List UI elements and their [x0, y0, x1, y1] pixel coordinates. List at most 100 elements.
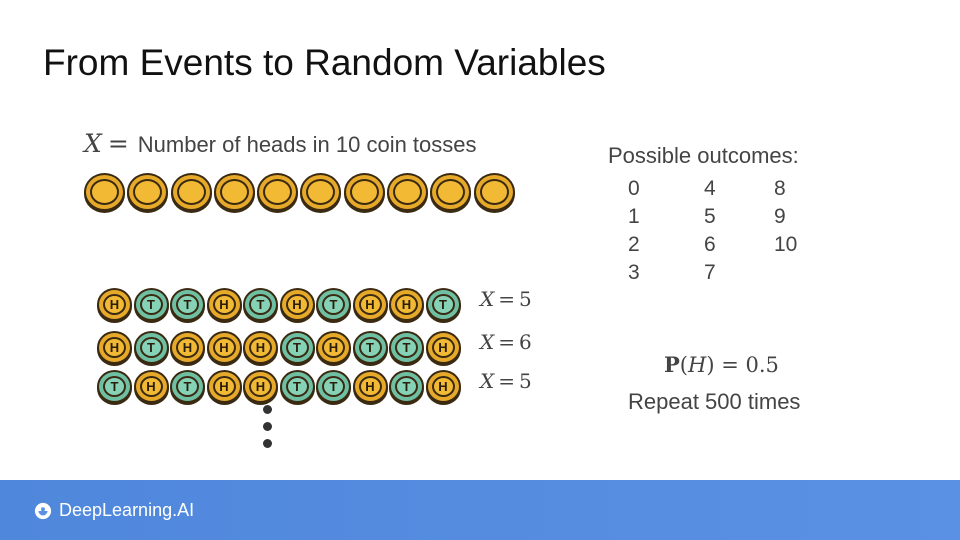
coin-inner [306, 179, 336, 205]
coin-face-label: H [438, 379, 448, 394]
blank-coin-icon [213, 173, 255, 211]
tails-coin-icon: T [133, 288, 169, 321]
coin-inner [176, 294, 199, 315]
heads-coin-icon: H [352, 288, 388, 321]
blank-coin-row [84, 173, 517, 211]
coin-inner [285, 376, 309, 397]
slide-title: From Events to Random Variables [43, 42, 606, 83]
variable-symbol: X [84, 129, 102, 158]
coin-face-label: T [183, 297, 192, 312]
coin-inner [139, 337, 163, 358]
coin-face-label: H [365, 297, 375, 312]
coin-inner [133, 179, 163, 205]
outcomes-title: Possible outcomes: [608, 143, 799, 168]
blank-coin-icon [387, 173, 429, 211]
tails-coin-icon: T [389, 370, 424, 403]
coin-inner [90, 179, 119, 205]
heads-coin-icon: H [170, 331, 205, 364]
coin-face-label: H [182, 340, 193, 355]
heads-coin-icon: H [206, 331, 242, 364]
outcome-value: 3 [628, 261, 640, 284]
outcome-value: 5 [704, 205, 716, 228]
coin-inner [393, 179, 423, 205]
coin-face-label: H [109, 297, 120, 312]
blank-coin-icon [473, 173, 515, 211]
coin-face-label: H [219, 379, 229, 394]
outcome-value: 6 [704, 233, 716, 256]
tails-coin-icon: T [389, 331, 424, 364]
coin-face-label: H [109, 340, 120, 355]
label-equals: = [498, 369, 516, 393]
tails-coin-icon: T [316, 370, 351, 403]
ellipsis-dots [263, 405, 272, 456]
prob-event: H [688, 353, 707, 377]
coin-inner [212, 337, 236, 358]
coin-inner [285, 294, 309, 315]
coin-inner [249, 337, 272, 358]
tails-coin-icon: T [243, 288, 278, 321]
heads-coin-icon: H [243, 370, 278, 403]
outcome-value: 2 [628, 233, 640, 256]
coin-face-label: H [146, 379, 156, 394]
coin-inner [139, 376, 163, 397]
coin-inner [103, 294, 126, 315]
coin-inner [322, 337, 345, 358]
heads-coin-icon: H [316, 331, 351, 364]
equals-sign: = [107, 129, 129, 158]
coin-inner [479, 179, 509, 205]
row-count-label: X = 6 [480, 330, 532, 354]
blank-coin-icon [127, 173, 169, 211]
prob-symbol: P [664, 352, 680, 377]
coin-face-label: T [439, 297, 447, 312]
coin-inner [395, 376, 418, 397]
heads-coin-icon: H [425, 331, 461, 364]
coin-inner [176, 337, 199, 358]
heads-coin-icon: H [425, 370, 461, 403]
heads-coin-icon: H [206, 288, 242, 321]
blank-coin-icon [300, 173, 342, 211]
variable-description: Number of heads in 10 coin tosses [137, 132, 477, 157]
coin-inner [358, 376, 382, 397]
coin-face-label: T [110, 379, 119, 394]
coin-inner [436, 179, 466, 205]
prob-value: = 0.5 [721, 353, 779, 377]
outcome-value: 10 [774, 233, 798, 256]
coin-face-label: T [256, 297, 265, 312]
brand[interactable]: DeepLearning.AI [34, 500, 194, 521]
coin-face-label: H [255, 340, 266, 355]
tails-coin-icon: T [279, 331, 315, 364]
heads-coin-icon: H [133, 370, 169, 403]
coin-face-label: T [329, 297, 338, 312]
coin-face-label: T [183, 379, 192, 394]
blank-coin-icon [257, 173, 299, 211]
heads-coin-icon: H [279, 288, 315, 321]
coin-inner [103, 337, 126, 358]
deeplearning-logo-icon [34, 502, 52, 519]
tails-coin-icon: T [279, 370, 315, 403]
tails-coin-icon: T [352, 331, 388, 364]
outcome-value: 7 [704, 261, 716, 284]
heads-coin-icon: H [97, 288, 132, 321]
row-count-label: X = 5 [480, 287, 532, 311]
label-value: 5 [519, 369, 532, 393]
coin-inner [395, 294, 418, 315]
heads-coin-icon: H [97, 331, 132, 364]
coin-face-label: T [147, 297, 155, 312]
dot [263, 405, 272, 414]
label-value: 6 [519, 330, 532, 354]
coin-face-label: T [366, 340, 374, 355]
coin-face-label: T [402, 379, 411, 394]
coin-inner [322, 294, 345, 315]
footer-bar: DeepLearning.AI [0, 480, 960, 540]
blank-coin-icon [170, 173, 212, 211]
blank-coin-icon [343, 173, 385, 211]
heads-coin-icon: H [206, 370, 242, 403]
coin-inner [431, 294, 455, 315]
coin-inner [249, 376, 272, 397]
row-count-label: X = 5 [480, 369, 532, 393]
coin-face-label: H [219, 297, 229, 312]
prob-close-paren: ) [706, 353, 715, 377]
